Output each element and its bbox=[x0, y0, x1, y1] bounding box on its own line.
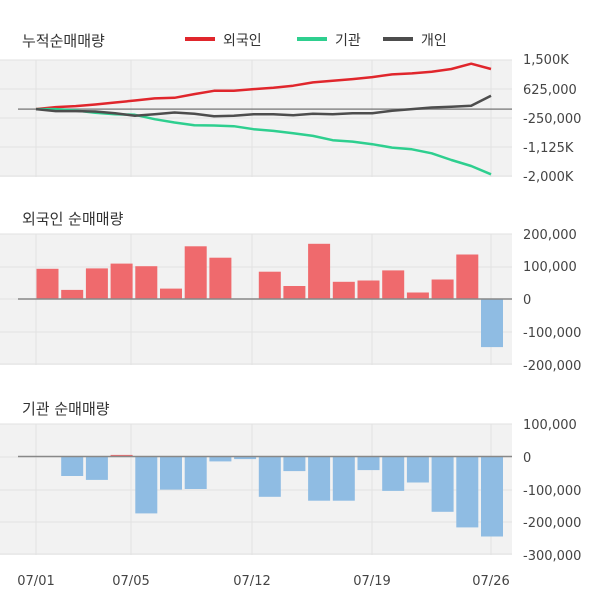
institution-bar bbox=[382, 456, 405, 491]
cumulative-chart-title: 누적순매매량 bbox=[22, 32, 105, 50]
legend-swatch-institution bbox=[297, 37, 327, 41]
institution-bar bbox=[61, 456, 84, 476]
institution-bar bbox=[431, 456, 454, 512]
y-tick-label: 0 bbox=[523, 293, 531, 308]
foreigner-bar bbox=[209, 257, 232, 299]
cumulative-lines bbox=[18, 62, 512, 176]
institution-bar bbox=[234, 456, 257, 460]
foreigner-bar bbox=[308, 243, 331, 300]
y-tick-label: -200,000 bbox=[523, 516, 581, 531]
y-ticks-foreigner: 200,000 100,000 0 -100,000 -200,000 bbox=[523, 228, 581, 374]
foreigner-bar bbox=[36, 268, 59, 299]
foreigner-bars bbox=[18, 243, 512, 348]
institution-bar bbox=[160, 456, 182, 490]
foreigner-bar bbox=[283, 286, 306, 299]
institution-bar bbox=[308, 456, 331, 501]
x-ticks: 07/01 07/05 07/12 07/19 07/26 bbox=[17, 574, 509, 589]
x-tick-label: 07/01 bbox=[17, 574, 54, 589]
y-tick-label: 1,500K bbox=[523, 53, 569, 68]
foreigner-chart-title: 외국인 순매매량 bbox=[22, 210, 124, 228]
legend: 외국인 기관 개인 bbox=[185, 33, 447, 49]
y-ticks-institution: 100,000 0 -100,000 -200,000 -300,000 bbox=[523, 418, 581, 564]
foreigner-bar bbox=[481, 299, 503, 348]
y-tick-label: -250,000 bbox=[523, 112, 581, 127]
institution-bar bbox=[135, 456, 158, 514]
foreigner-bar bbox=[456, 254, 479, 299]
y-tick-label: 100,000 bbox=[523, 418, 577, 433]
institution-bar bbox=[209, 456, 232, 462]
foreigner-bar bbox=[135, 266, 158, 299]
x-tick-label: 07/26 bbox=[472, 574, 509, 589]
institution-bar bbox=[258, 456, 281, 497]
y-tick-label: 0 bbox=[523, 451, 531, 466]
series-line-individual bbox=[35, 94, 492, 118]
legend-swatch-individual bbox=[383, 37, 413, 41]
y-tick-label: 200,000 bbox=[523, 228, 577, 243]
institution-bar bbox=[332, 456, 355, 501]
foreigner-bar bbox=[85, 268, 108, 299]
y-tick-label: -200,000 bbox=[523, 359, 581, 374]
foreigner-bar bbox=[184, 246, 207, 299]
legend-label-foreigner: 외국인 bbox=[223, 33, 262, 49]
y-tick-label: 100,000 bbox=[523, 260, 577, 275]
institution-chart-title: 기관 순매매량 bbox=[22, 400, 110, 418]
x-tick-label: 07/05 bbox=[112, 574, 149, 589]
foreigner-bar bbox=[332, 281, 355, 299]
series-line-foreigner bbox=[35, 62, 492, 111]
foreigner-bar bbox=[110, 263, 133, 299]
y-tick-label: -100,000 bbox=[523, 326, 581, 341]
y-tick-label: -300,000 bbox=[523, 549, 581, 564]
y-ticks-cumulative: 1,500K 625,000 -250,000 -1,125K -2,000K bbox=[523, 53, 581, 185]
foreigner-bar bbox=[431, 279, 454, 299]
institution-bar bbox=[406, 456, 429, 483]
y-tick-label: -2,000K bbox=[523, 170, 574, 185]
foreigner-bar bbox=[406, 292, 429, 299]
y-tick-label: -100,000 bbox=[523, 484, 581, 499]
institution-bars bbox=[18, 454, 512, 537]
x-tick-label: 07/19 bbox=[353, 574, 390, 589]
y-tick-label: 625,000 bbox=[523, 83, 577, 98]
foreigner-bar bbox=[382, 270, 405, 299]
foreigner-bar bbox=[61, 289, 84, 299]
foreigner-bar bbox=[258, 271, 281, 299]
institution-bar bbox=[357, 456, 380, 471]
institution-bar bbox=[456, 456, 479, 528]
institution-bar bbox=[184, 456, 207, 489]
foreigner-bar bbox=[357, 280, 380, 299]
legend-swatch-foreigner bbox=[185, 37, 215, 41]
institution-bar bbox=[85, 456, 108, 480]
legend-label-individual: 개인 bbox=[421, 33, 447, 49]
institution-bar bbox=[481, 456, 503, 537]
y-tick-label: -1,125K bbox=[523, 141, 574, 156]
institution-bar bbox=[110, 454, 133, 457]
legend-label-institution: 기관 bbox=[335, 33, 361, 49]
foreigner-bar bbox=[160, 288, 182, 299]
x-tick-label: 07/12 bbox=[233, 574, 270, 589]
institution-bar bbox=[283, 456, 306, 472]
